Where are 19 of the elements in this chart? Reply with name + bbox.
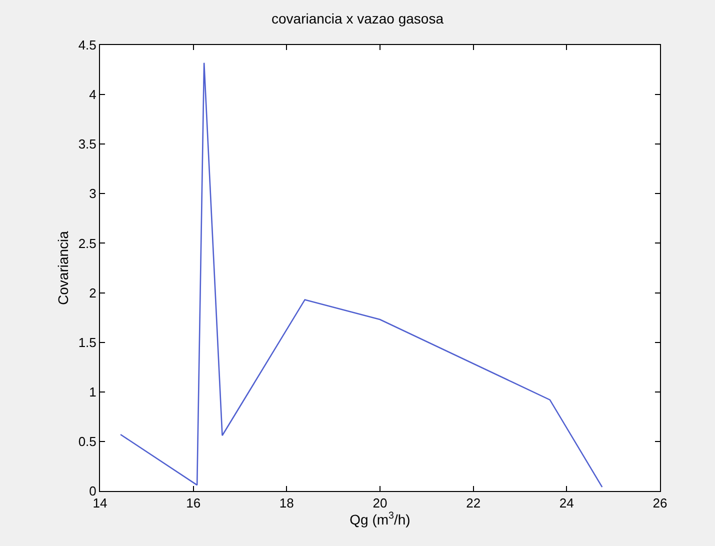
x-tick-label: 24 bbox=[559, 496, 574, 511]
chart-title: covariancia x vazao gasosa bbox=[272, 10, 444, 26]
y-tick-label: 4 bbox=[89, 87, 96, 102]
x-tick-label: 20 bbox=[372, 496, 388, 511]
y-tick-label: 3.5 bbox=[78, 136, 96, 152]
x-tick-label: 16 bbox=[186, 496, 201, 511]
x-tick-label: 22 bbox=[466, 496, 481, 511]
y-tick-label: 4.5 bbox=[78, 38, 96, 53]
y-tick-label: 0.5 bbox=[78, 434, 96, 449]
x-tick-label: 26 bbox=[652, 496, 668, 511]
y-axis-title: Covariancia bbox=[54, 230, 71, 305]
y-tick-label: 1 bbox=[89, 384, 96, 400]
y-tick-label: 2.5 bbox=[78, 236, 96, 251]
y-tick-label: 1.5 bbox=[78, 334, 96, 350]
x-axis-title: Qg (m$^{3}$/h) bbox=[350, 510, 410, 528]
line-series bbox=[120, 62, 603, 488]
x-tick-label: 18 bbox=[279, 496, 294, 511]
y-tick-label: 2 bbox=[89, 285, 96, 300]
y-tick-label: 3 bbox=[89, 186, 96, 202]
